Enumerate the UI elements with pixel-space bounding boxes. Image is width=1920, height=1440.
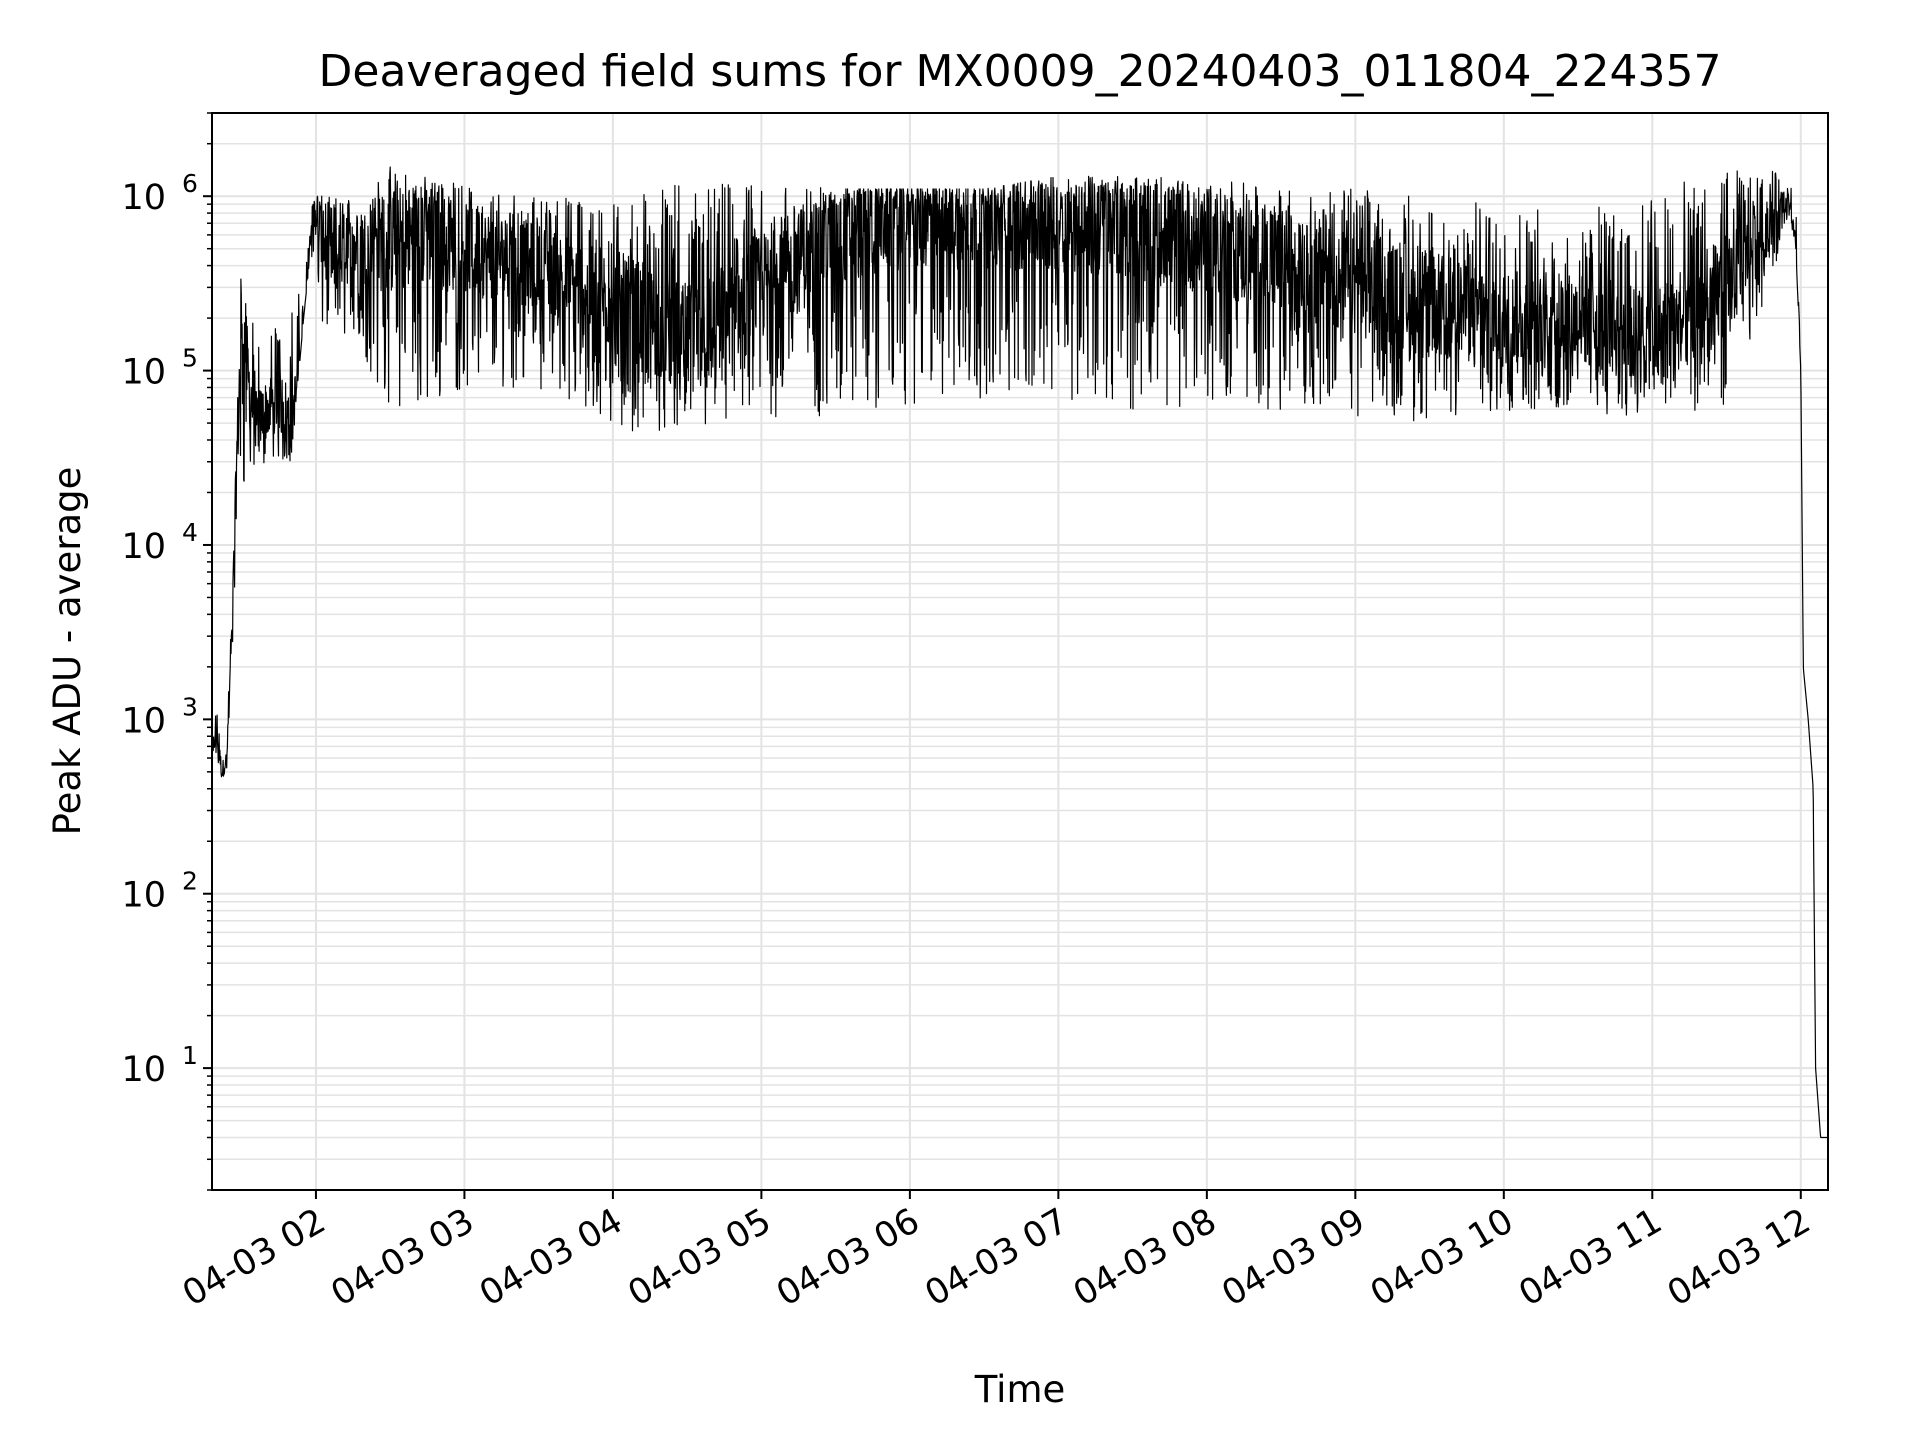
y-tick-label: 10 <box>121 701 166 741</box>
y-tick-exponent: 2 <box>182 867 198 896</box>
y-tick-exponent: 6 <box>182 169 198 198</box>
y-tick-label: 10 <box>121 353 166 393</box>
plot-frame <box>211 112 1829 1191</box>
y-tick-exponent: 4 <box>182 518 198 547</box>
y-tick-exponent: 5 <box>182 344 198 373</box>
x-axis-label: Time <box>974 1368 1066 1411</box>
y-axis-label: Peak ADU - average <box>46 467 89 836</box>
series-line <box>211 166 1829 1139</box>
y-axis: 10 1 10 2 10 3 10 4 10 5 10 6 <box>121 112 212 1191</box>
y-tick-exponent: 1 <box>182 1041 198 1070</box>
chart-title: Deaveraged field sums for MX0009_2024040… <box>319 46 1722 97</box>
series-layer <box>211 166 1829 1139</box>
y-tick-label: 10 <box>121 178 166 218</box>
y-tick-label: 10 <box>121 527 166 567</box>
y-tick-exponent: 3 <box>182 692 198 721</box>
y-tick-label: 10 <box>121 1050 166 1090</box>
y-tick-label: 10 <box>121 876 166 916</box>
